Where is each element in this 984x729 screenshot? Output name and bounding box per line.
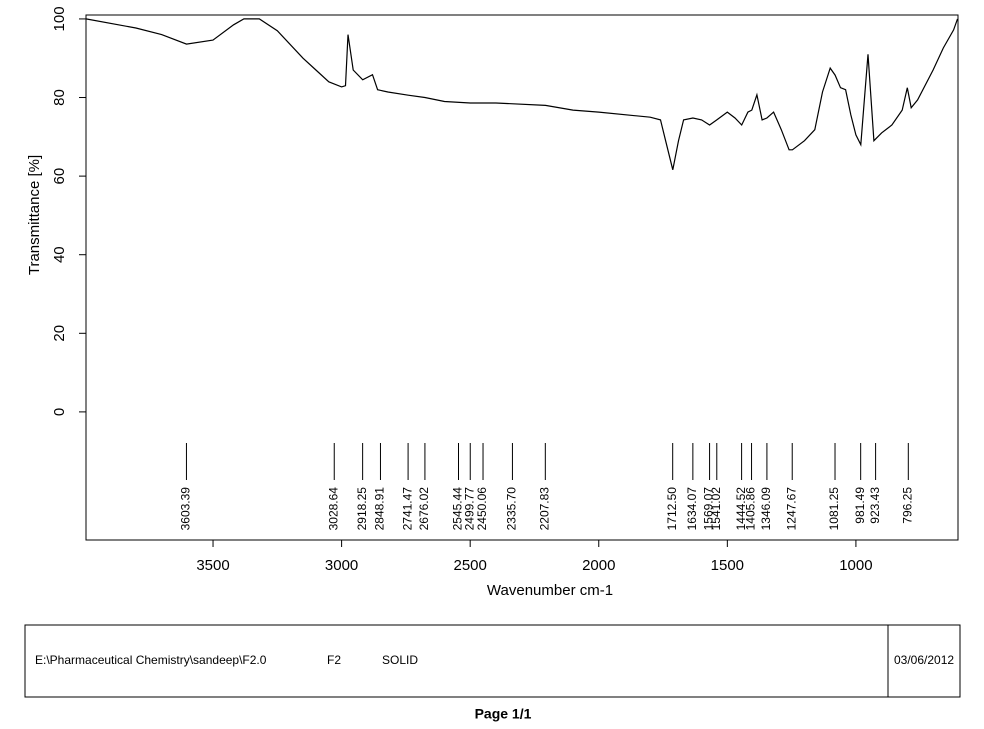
peak-label: 2741.47 [400, 487, 414, 531]
x-tick-label: 2500 [453, 557, 486, 574]
peak-label: 1346.09 [759, 487, 773, 531]
y-tick-label: 60 [51, 168, 68, 185]
y-tick-label: 80 [51, 89, 68, 106]
footer-sample: F2 [327, 653, 341, 667]
peak-label: 1444.52 [734, 487, 748, 531]
peak-label: 3603.39 [179, 487, 193, 531]
x-tick-label: 3000 [325, 557, 358, 574]
page-number: Page 1/1 [475, 706, 532, 722]
y-axis-label: Transmittance [%] [26, 155, 43, 275]
peak-label: 2918.25 [355, 487, 369, 531]
plot-frame [85, 14, 959, 541]
peak-label: 2450.06 [475, 487, 489, 531]
y-tick-label: 100 [51, 6, 68, 31]
peak-label: 923.43 [868, 487, 882, 524]
y-tick-label: 0 [51, 408, 68, 416]
x-tick-label: 1500 [711, 557, 744, 574]
peak-label: 2207.83 [537, 487, 551, 531]
peak-label: 1081.25 [827, 487, 841, 531]
peak-label: 796.25 [900, 487, 914, 524]
peak-label: 2848.91 [373, 487, 387, 531]
x-axis-label: Wavenumber cm-1 [487, 582, 613, 599]
footer-date: 03/06/2012 [894, 653, 954, 667]
footer-box [24, 624, 961, 698]
peak-label: 2499.77 [462, 487, 476, 531]
peak-label: 981.49 [853, 487, 867, 524]
x-tick-label: 1000 [839, 557, 872, 574]
footer-path: E:\Pharmaceutical Chemistry\sandeep\F2.0 [35, 653, 267, 667]
peak-label: 1247.67 [784, 487, 798, 531]
peak-label: 1712.50 [665, 487, 679, 531]
peak-label: 2335.70 [505, 487, 519, 531]
peak-label: 1634.07 [685, 487, 699, 531]
y-tick-label: 20 [51, 325, 68, 342]
x-tick-label: 3500 [196, 557, 229, 574]
spectrum-line [85, 18, 959, 170]
peak-label: 2545.44 [451, 487, 465, 531]
x-tick-label: 2000 [582, 557, 615, 574]
peak-label: 3028.64 [326, 487, 340, 531]
y-tick-label: 40 [51, 246, 68, 263]
peak-label: 1569.07 [702, 487, 716, 531]
peak-label: 1405.86 [744, 487, 758, 531]
peak-label: 2676.02 [417, 487, 431, 531]
footer-state: SOLID [382, 653, 418, 667]
peak-label: 1541.02 [709, 487, 723, 531]
